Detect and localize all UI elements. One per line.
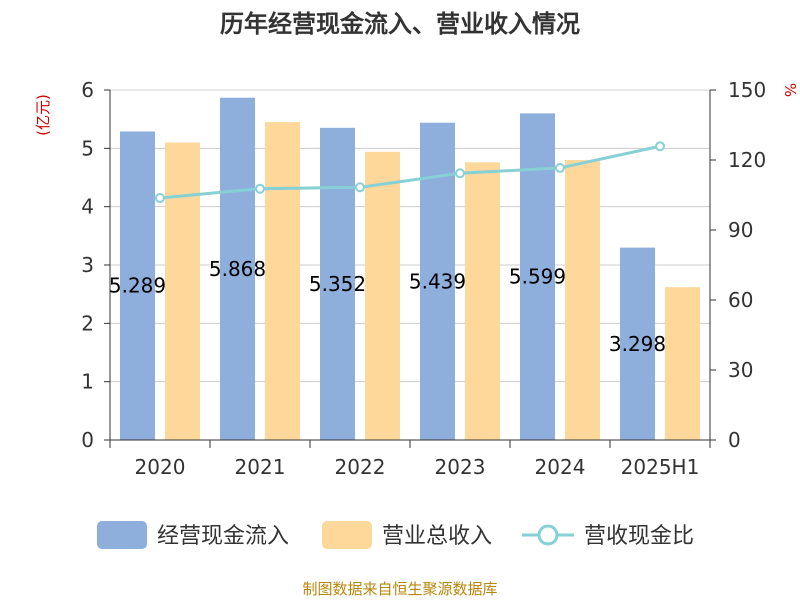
y-tick-label: 5 (81, 136, 94, 160)
bar-1 (565, 160, 600, 440)
legend-swatch (322, 521, 372, 549)
data-label: 5.289 (109, 274, 166, 298)
bar-1 (465, 162, 500, 441)
ratio-point (455, 168, 465, 179)
legend-label: 经营现金流入 (157, 524, 289, 549)
x-tick-label: 2024 (535, 455, 586, 479)
y-tick-label: 3 (81, 253, 94, 277)
y2-tick-label: 60 (728, 288, 753, 312)
data-label: 5.599 (509, 265, 566, 289)
ratio-point (555, 162, 565, 173)
y-axis-label: (亿元) (34, 94, 52, 136)
legend-swatch (97, 521, 147, 549)
data-label: 5.439 (409, 269, 466, 293)
source-note: 制图数据来自恒生聚源数据库 (302, 580, 497, 598)
y-tick-label: 0 (81, 428, 94, 452)
x-tick-label: 2022 (335, 455, 386, 479)
bar-1 (365, 151, 400, 441)
x-tick-label: 2025H1 (621, 455, 700, 479)
bar-0 (320, 127, 355, 441)
bar-0 (620, 247, 655, 440)
legend-label: 营业总收入 (382, 524, 492, 549)
y2-axis-label: % (781, 83, 799, 97)
data-labels: 5.289 5.868 5.352 5.439 5.599 3.298 (109, 257, 666, 356)
ratio-point (255, 183, 265, 194)
y-tick-label: 2 (81, 311, 94, 335)
bars (120, 97, 700, 441)
data-label: 5.352 (309, 272, 366, 296)
x-tick-label: 2020 (135, 455, 186, 479)
bar-0 (120, 131, 155, 440)
bar-0 (220, 97, 255, 440)
ratio-point (355, 182, 365, 193)
legend[interactable]: 经营现金流入 营业总收入 营收现金比 (97, 521, 694, 549)
y-tick-label: 6 (81, 78, 94, 102)
y2-tick-label: 90 (728, 218, 753, 242)
y-tick-label: 4 (81, 195, 94, 219)
y2-tick-label: 0 (728, 428, 741, 452)
legend-marker (537, 524, 559, 546)
y2-tick-label: 120 (728, 148, 766, 172)
data-label: 5.868 (209, 257, 266, 281)
bar-1 (165, 142, 200, 440)
data-label: 3.298 (609, 332, 666, 356)
legend-label: 营收现金比 (584, 524, 694, 549)
bar-1 (265, 122, 300, 440)
x-tick-label: 2023 (435, 455, 486, 479)
ratio-line-path (159, 144, 661, 200)
x-tick-label: 2021 (235, 455, 286, 479)
ratio-point (155, 193, 165, 204)
y2-tick-label: 30 (728, 358, 753, 382)
bar-1 (665, 287, 700, 440)
y-tick-label: 1 (81, 370, 94, 394)
chart-title: 历年经营现金流入、营业收入情况 (220, 10, 580, 38)
y2-tick-label: 150 (728, 78, 766, 102)
ratio-point (655, 141, 665, 152)
gridlines (110, 89, 710, 383)
ratio-line (155, 141, 665, 204)
